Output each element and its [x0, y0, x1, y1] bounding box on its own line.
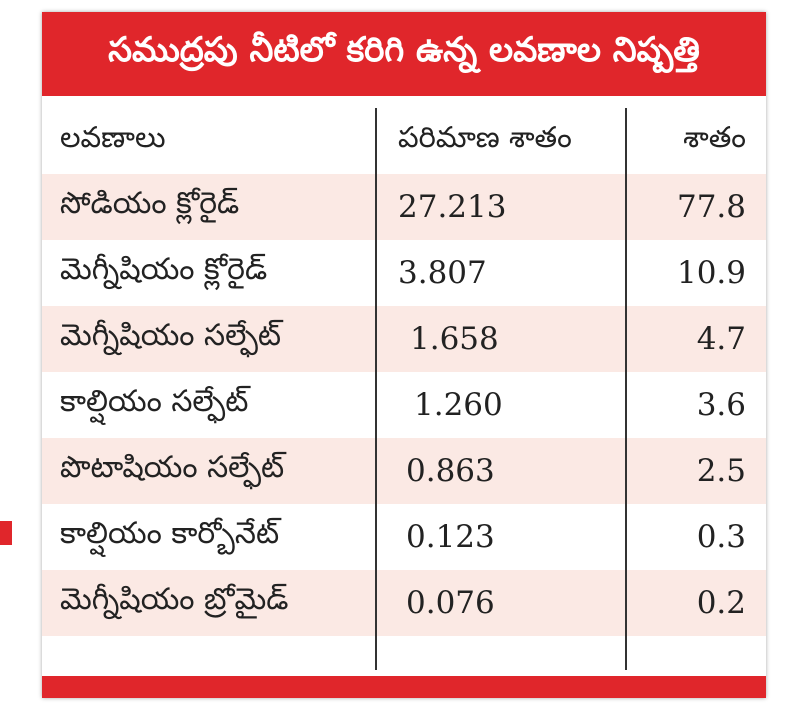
salt-name-cell: కాల్షియం సల్ఫేట్	[60, 384, 249, 419]
table-title: సముద్రపు నీటిలో కరిగి ఉన్న లవణాల నిష్పత్…	[108, 30, 700, 70]
percent-cell: 3.6	[696, 387, 746, 423]
left-edge-red-mark	[0, 521, 12, 545]
salt-name-cell: మెగ్నీషియం సల్ఫేట్	[60, 318, 282, 353]
amount-cell: 27.213	[398, 189, 507, 225]
column-header-amount-percent: పరిమాణ శాతం	[398, 120, 572, 154]
percent-cell: 2.5	[696, 453, 746, 489]
salt-name-cell: సోడియం క్లోరైడ్	[60, 186, 240, 221]
amount-cell: 1.658	[410, 321, 499, 357]
table-row: మెగ్నీషియం క్లోరైడ్ 3.807 10.9	[42, 240, 766, 306]
salt-table-card: సముద్రపు నీటిలో కరిగి ఉన్న లవణాల నిష్పత్…	[42, 12, 766, 698]
amount-cell: 3.807	[398, 255, 487, 291]
table-row: కాల్షియం సల్ఫేట్ 1.260 3.6	[42, 372, 766, 438]
percent-cell: 0.3	[696, 519, 746, 555]
amount-cell: 0.076	[406, 585, 495, 621]
percent-cell: 10.9	[676, 255, 746, 291]
amount-cell: 0.863	[406, 453, 495, 489]
percent-cell: 77.8	[676, 189, 746, 225]
table-row: మెగ్నీషియం బ్రోమైడ్ 0.076 0.2	[42, 570, 766, 636]
header-row: లవణాలు పరిమాణ శాతం శాతం	[42, 108, 766, 174]
salt-name-cell: మెగ్నీషియం క్లోరైడ్	[60, 252, 268, 287]
column-header-salts: లవణాలు	[60, 120, 166, 154]
salt-name-cell: మెగ్నీషియం బ్రోమైడ్	[60, 582, 289, 617]
percent-cell: 4.7	[696, 321, 746, 357]
percent-cell: 0.2	[696, 585, 746, 621]
amount-cell: 0.123	[406, 519, 495, 555]
title-bar: సముద్రపు నీటిలో కరిగి ఉన్న లవణాల నిష్పత్…	[42, 12, 766, 96]
column-header-percent: శాతం	[683, 120, 746, 154]
bottom-accent-bar	[42, 676, 766, 698]
table-row: పొటాషియం సల్ఫేట్ 0.863 2.5	[42, 438, 766, 504]
table-row: మెగ్నీషియం సల్ఫేట్ 1.658 4.7	[42, 306, 766, 372]
salt-name-cell: పొటాషియం సల్ఫేట్	[60, 450, 285, 485]
table-row: సోడియం క్లోరైడ్ 27.213 77.8	[42, 174, 766, 240]
table-row: కాల్షియం కార్బోనేట్ 0.123 0.3	[42, 504, 766, 570]
salt-name-cell: కాల్షియం కార్బోనేట్	[60, 516, 280, 551]
amount-cell: 1.260	[414, 387, 503, 423]
column-divider	[375, 108, 377, 670]
column-divider	[625, 108, 627, 670]
